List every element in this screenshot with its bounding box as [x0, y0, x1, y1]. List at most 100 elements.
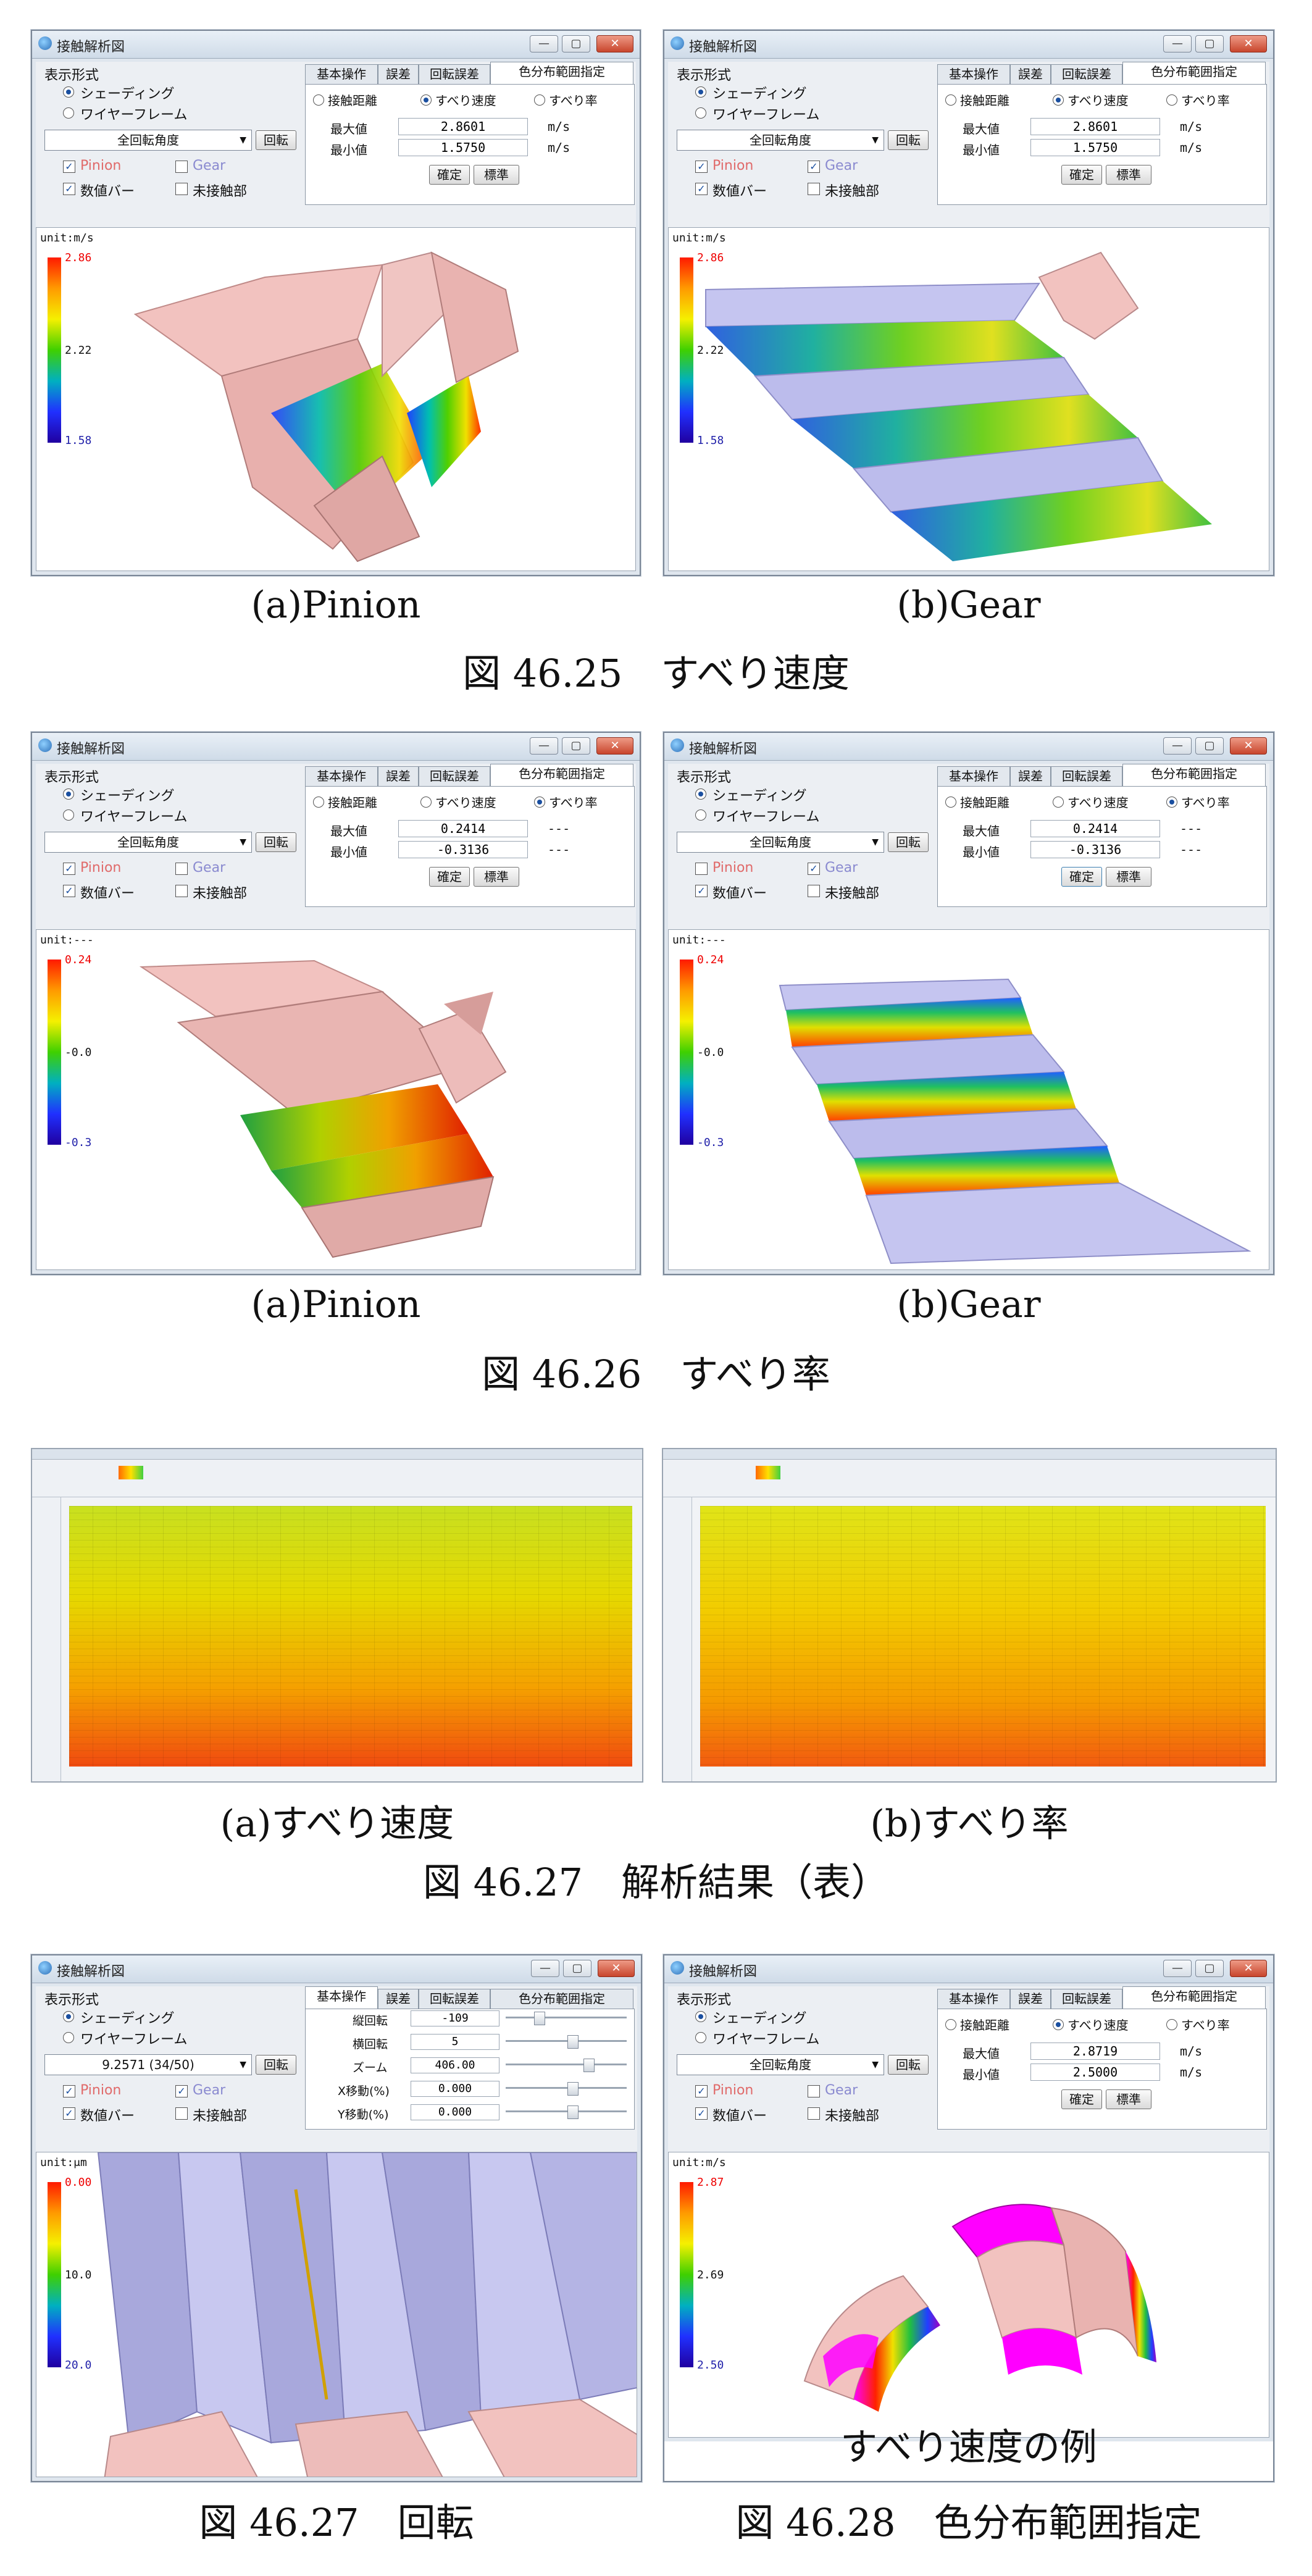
max-value-field[interactable]: 2.8601	[1030, 118, 1160, 135]
close-button[interactable]: ✕	[1230, 737, 1267, 755]
tab-color-range[interactable]: 色分布範囲指定	[490, 764, 633, 786]
tab-error[interactable]: 誤差	[378, 1989, 419, 2009]
confirm-button[interactable]: 確定	[1061, 867, 1102, 887]
contact-distance-radio[interactable]	[313, 94, 324, 106]
standard-button[interactable]: 標準	[1106, 867, 1151, 887]
x-move-slider-track[interactable]	[506, 2087, 627, 2089]
min-value-field[interactable]: -0.3136	[398, 841, 528, 858]
tab-color-range[interactable]: 色分布範囲指定	[1122, 1986, 1266, 2009]
result-table-grid[interactable]	[700, 1506, 1266, 1767]
max-value-field[interactable]: 2.8719	[1030, 2043, 1160, 2060]
min-value-field[interactable]: -0.3136	[1030, 841, 1160, 858]
tab-error[interactable]: 誤差	[1010, 1989, 1051, 2009]
x-move-field[interactable]: 0.000	[411, 2081, 499, 2097]
min-value-field[interactable]: 2.5000	[1030, 2064, 1160, 2081]
confirm-button[interactable]: 確定	[429, 867, 470, 887]
contact-distance-radio[interactable]	[945, 2019, 956, 2030]
value-bar-checkbox[interactable]: ✓	[695, 183, 708, 195]
zoom-slider-track[interactable]	[506, 2064, 627, 2065]
pinion-checkbox[interactable]: ✓	[63, 2085, 75, 2097]
rotate-button[interactable]: 回転	[256, 130, 296, 150]
value-bar-checkbox[interactable]: ✓	[63, 885, 75, 897]
non-contact-checkbox[interactable]	[808, 2107, 820, 2120]
minimize-button[interactable]: —	[1163, 737, 1192, 755]
non-contact-checkbox[interactable]	[175, 2107, 188, 2120]
minimize-button[interactable]: —	[1163, 1960, 1192, 1977]
contact-distance-radio[interactable]	[945, 797, 956, 808]
max-value-field[interactable]: 0.2414	[1030, 820, 1160, 837]
value-bar-checkbox[interactable]: ✓	[695, 2107, 708, 2120]
rotate-button[interactable]: 回転	[888, 2055, 929, 2075]
maximize-button[interactable]: ▢	[1195, 35, 1224, 52]
rotation-dropdown[interactable]: 全回転角度 ▼	[677, 832, 884, 853]
slip-rate-radio[interactable]	[534, 797, 545, 808]
render-view[interactable]: unit:--- 0.24 -0.0 -0.3	[668, 929, 1269, 1270]
tab-basic[interactable]: 基本操作	[937, 766, 1010, 786]
rotation-dropdown[interactable]: 全回転角度 ▼	[677, 130, 884, 151]
standard-button[interactable]: 標準	[474, 165, 519, 185]
render-view[interactable]: unit:m/s 2.86 2.22 1.58	[668, 227, 1269, 571]
horizontal-rotation-slider-track[interactable]	[506, 2040, 627, 2042]
min-value-field[interactable]: 1.5750	[398, 139, 528, 156]
slip-speed-radio[interactable]	[420, 797, 432, 808]
close-button[interactable]: ✕	[596, 737, 633, 755]
y-move-slider-track[interactable]	[506, 2110, 627, 2112]
pinion-checkbox[interactable]: ✓	[695, 2085, 708, 2097]
standard-button[interactable]: 標準	[1106, 2089, 1151, 2109]
tab-error[interactable]: 誤差	[1010, 64, 1051, 84]
minimize-button[interactable]: —	[531, 1960, 559, 1977]
slip-speed-radio[interactable]	[420, 94, 432, 106]
confirm-button[interactable]: 確定	[1061, 2089, 1102, 2109]
zoom-slider-thumb[interactable]	[583, 2059, 595, 2072]
shading-radio[interactable]	[695, 788, 706, 800]
slip-speed-radio[interactable]	[1053, 797, 1064, 808]
shading-radio[interactable]	[63, 2011, 74, 2022]
tab-rotation-error[interactable]: 回転誤差	[419, 64, 490, 84]
y-move-field[interactable]: 0.000	[411, 2104, 499, 2120]
render-view[interactable]: unit:m/s 2.86 2.22 1.58	[36, 227, 636, 571]
standard-button[interactable]: 標準	[1106, 165, 1151, 185]
contact-distance-radio[interactable]	[313, 797, 324, 808]
wireframe-radio[interactable]	[695, 809, 706, 821]
non-contact-checkbox[interactable]	[808, 885, 820, 897]
slip-rate-radio[interactable]	[1166, 94, 1177, 106]
slip-speed-radio[interactable]	[1053, 2019, 1064, 2030]
tab-basic[interactable]: 基本操作	[305, 766, 378, 786]
minimize-button[interactable]: —	[530, 737, 558, 755]
close-button[interactable]: ✕	[596, 35, 633, 52]
tab-rotation-error[interactable]: 回転誤差	[419, 1989, 490, 2009]
max-value-field[interactable]: 0.2414	[398, 820, 528, 837]
horizontal-rotation-field[interactable]: 5	[411, 2034, 499, 2050]
tab-rotation-error[interactable]: 回転誤差	[1051, 1989, 1122, 2009]
pinion-checkbox[interactable]: ✓	[695, 161, 708, 173]
wireframe-radio[interactable]	[63, 2032, 74, 2043]
rotation-dropdown[interactable]: 全回転角度 ▼	[44, 130, 252, 151]
tab-error[interactable]: 誤差	[378, 766, 419, 786]
rotation-dropdown[interactable]: 全回転角度 ▼	[677, 2054, 884, 2075]
maximize-button[interactable]: ▢	[1195, 1960, 1224, 1977]
maximize-button[interactable]: ▢	[562, 737, 590, 755]
tab-error[interactable]: 誤差	[1010, 766, 1051, 786]
contact-distance-radio[interactable]	[945, 94, 956, 106]
result-table-grid[interactable]	[69, 1506, 632, 1767]
tab-error[interactable]: 誤差	[378, 64, 419, 84]
vertical-rotation-field[interactable]: -109	[411, 2010, 499, 2026]
rotate-button[interactable]: 回転	[256, 832, 296, 852]
close-button[interactable]: ✕	[1230, 35, 1267, 52]
render-view[interactable]: unit:μm 0.00 10.0 20.0	[36, 2152, 637, 2477]
tab-rotation-error[interactable]: 回転誤差	[1051, 64, 1122, 84]
gear-checkbox[interactable]	[175, 863, 188, 875]
slip-rate-radio[interactable]	[1166, 797, 1177, 808]
close-button[interactable]: ✕	[1230, 1960, 1267, 1977]
shading-radio[interactable]	[695, 86, 706, 98]
close-button[interactable]: ✕	[598, 1960, 635, 1977]
gear-checkbox[interactable]	[808, 2085, 820, 2097]
tab-rotation-error[interactable]: 回転誤差	[1051, 766, 1122, 786]
vertical-rotation-slider-track[interactable]	[506, 2017, 627, 2018]
slip-speed-radio[interactable]	[1053, 94, 1064, 106]
rotation-dropdown[interactable]: 9.2571 (34/50) ▼	[44, 2054, 252, 2075]
maximize-button[interactable]: ▢	[1195, 737, 1224, 755]
rotate-button[interactable]: 回転	[256, 2055, 296, 2075]
non-contact-checkbox[interactable]	[175, 183, 188, 195]
confirm-button[interactable]: 確定	[1061, 165, 1102, 185]
